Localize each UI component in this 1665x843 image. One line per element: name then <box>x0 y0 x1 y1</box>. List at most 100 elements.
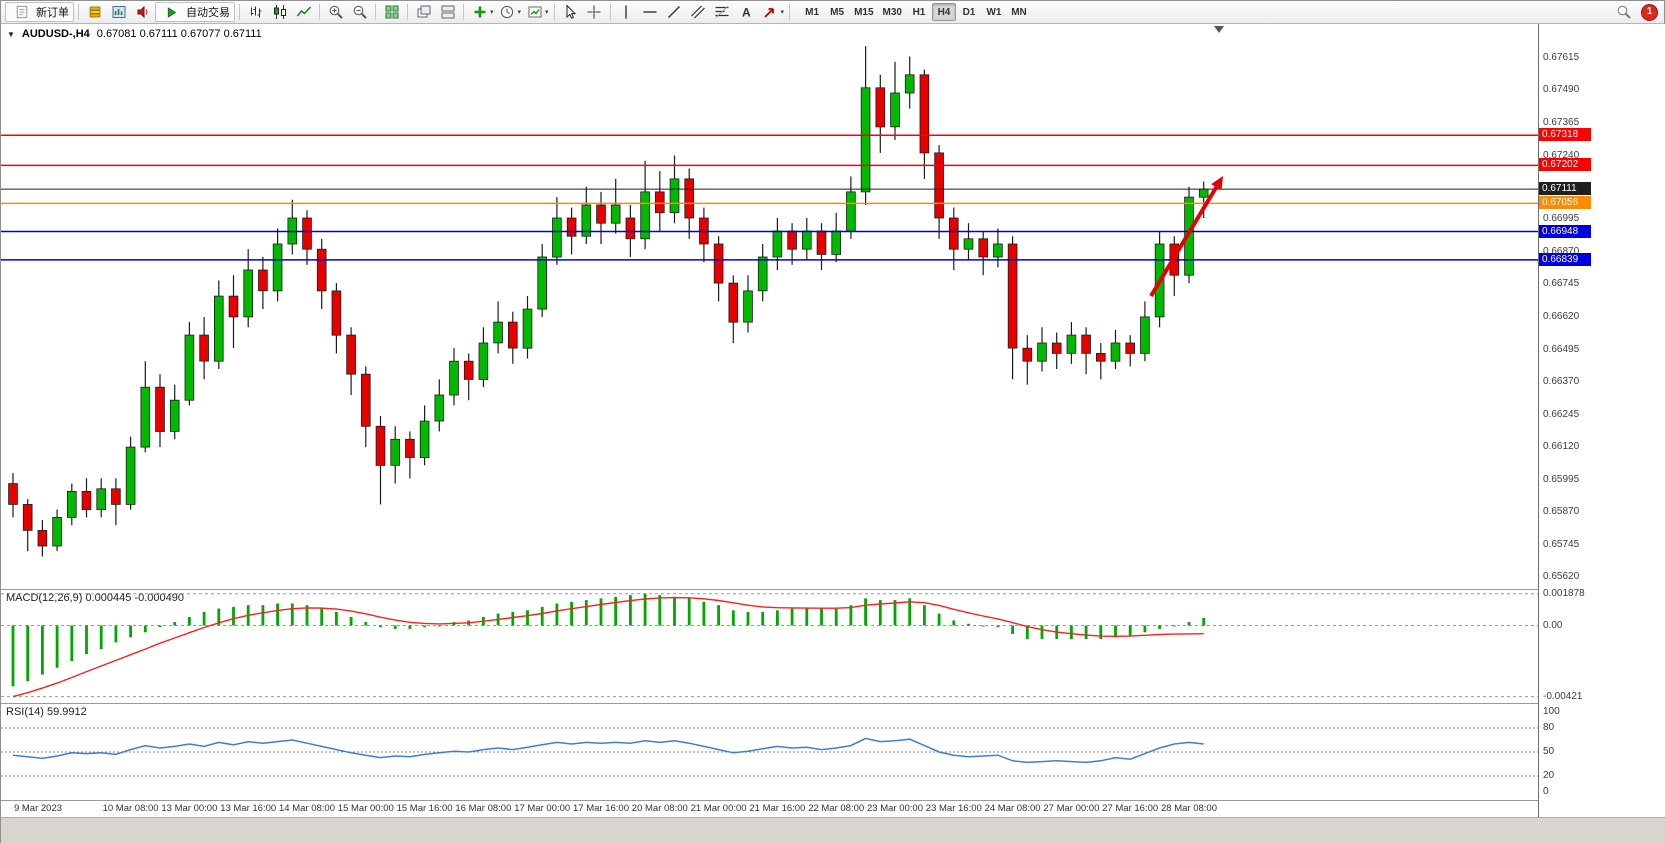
macd-histogram-bar <box>423 625 426 628</box>
macd-histogram-bar <box>290 603 294 626</box>
sound-alert-icon[interactable] <box>131 1 154 23</box>
cursor-icon[interactable] <box>559 1 582 23</box>
timeframe-m30-button[interactable]: M30 <box>879 3 906 21</box>
macd-histogram-bar <box>41 625 44 675</box>
timeframe-h4-button[interactable]: H4 <box>931 3 956 21</box>
zoom-in-icon[interactable] <box>324 1 347 23</box>
bearish-candle <box>787 230 797 250</box>
indicators-add-icon[interactable] <box>468 1 491 23</box>
macd-canvas[interactable] <box>1 590 1538 704</box>
macd-histogram-bar <box>849 605 853 626</box>
chart-window-icon[interactable] <box>107 1 130 23</box>
macd-label: MACD(12,26,9) 0.000445 -0.000490 <box>6 592 184 604</box>
time-axis-label: 15 Mar 16:00 <box>396 803 453 814</box>
time-axis-label: 14 Mar 08:00 <box>279 803 335 814</box>
time-axis-label: 23 Mar 00:00 <box>867 803 923 814</box>
macd-histogram-bar <box>202 612 206 626</box>
cascade-windows-icon[interactable] <box>412 1 435 23</box>
macd-histogram-bar <box>864 598 867 626</box>
macd-histogram-bar <box>1114 625 1117 638</box>
time-axis[interactable]: 9 Mar 2023 10 Mar 08:00 13 Mar 00:00 13 Mar… <box>1 801 1538 817</box>
period-clock-icon[interactable] <box>496 1 519 23</box>
timeframe-m1-button[interactable]: M1 <box>800 3 824 21</box>
bar-chart-mode-icon[interactable] <box>244 1 267 23</box>
timeframe-mn-button[interactable]: MN <box>1007 3 1031 21</box>
timeframe-h1-button[interactable]: H1 <box>907 3 931 21</box>
text-tool-icon[interactable]: A <box>735 1 758 23</box>
bearish-candle <box>713 243 724 284</box>
bullish-candle <box>434 394 445 422</box>
bearish-candle <box>199 334 209 362</box>
new-order-button[interactable]: 新订单 <box>5 2 74 22</box>
macd-histogram-bar <box>305 605 309 626</box>
macd-histogram-bar <box>717 605 720 626</box>
macd-signal-line <box>12 596 1204 698</box>
timeframe-d1-button[interactable]: D1 <box>957 3 981 21</box>
macd-histogram-bar <box>188 617 191 626</box>
time-axis-label: 13 Mar 16:00 <box>220 803 277 814</box>
bullish-candle <box>1110 342 1121 362</box>
ohlc-values: 0.67081 0.67111 0.67077 0.67111 <box>96 28 262 40</box>
indicators-caret-icon[interactable]: ▾ <box>490 9 494 16</box>
tile-horizontal-icon[interactable] <box>436 1 459 23</box>
autotrading-button[interactable]: 自动交易 <box>155 2 235 22</box>
crosshair-icon[interactable] <box>583 1 606 23</box>
timeframe-m5-button[interactable]: M5 <box>825 3 849 21</box>
price-chart-canvas[interactable] <box>1 24 1538 589</box>
macd-axis-label: -0.00421 <box>1543 690 1583 702</box>
period-caret-icon[interactable]: ▾ <box>517 9 522 16</box>
chart-window-area: ▼ AUDUSD-,H4 0.67081 0.67111 0.67077 0.6… <box>1 24 1665 843</box>
price-axis-label: 0.65870 <box>1543 506 1580 518</box>
macd-histogram-bar <box>1084 625 1088 639</box>
zoom-out-icon[interactable] <box>348 1 371 23</box>
bearish-candle <box>346 334 356 375</box>
search-icon[interactable] <box>1612 1 1635 23</box>
status-bar <box>1 817 1665 843</box>
price-scale[interactable]: 0.676150.674900.673650.672400.671150.669… <box>1538 24 1665 817</box>
autotrading-label: 自动交易 <box>186 7 230 19</box>
macd-axis-label: 0.001878 <box>1543 587 1585 599</box>
macd-histogram-bar <box>85 625 88 655</box>
macd-histogram-bar <box>878 600 882 626</box>
macd-histogram-bar <box>820 608 823 626</box>
candlestick-mode-icon[interactable] <box>268 1 291 23</box>
rsi-canvas[interactable] <box>1 704 1538 800</box>
vertical-line-tool-icon[interactable] <box>615 1 638 23</box>
tile-windows-icon[interactable] <box>380 1 403 23</box>
template-chart-icon[interactable] <box>523 1 546 23</box>
toolbar-separator <box>609 4 611 20</box>
horizontal-line-tool-icon[interactable] <box>639 1 662 23</box>
line-chart-mode-icon[interactable] <box>292 1 315 23</box>
time-axis-label: 16 Mar 08:00 <box>455 803 512 814</box>
arrows-tool-icon[interactable] <box>759 1 782 23</box>
bearish-candle <box>405 438 415 458</box>
fibonacci-tool-icon[interactable] <box>711 1 734 23</box>
trend-arrow[interactable] <box>1149 186 1219 298</box>
window-menu-icon[interactable]: ▼ <box>7 29 15 39</box>
coins-icon[interactable] <box>83 1 106 23</box>
macd-histogram-bar <box>731 610 735 626</box>
macd-histogram-bar <box>335 612 338 626</box>
time-axis-label: 21 Mar 00:00 <box>690 803 747 814</box>
channel-tool-icon[interactable] <box>687 1 710 23</box>
trendline-tool-icon[interactable] <box>663 1 686 23</box>
notification-badge[interactable]: 1 <box>1641 3 1658 21</box>
timeframe-w1-button[interactable]: W1 <box>982 3 1006 21</box>
bearish-candle <box>655 191 665 214</box>
arrows-caret-icon[interactable]: ▾ <box>780 9 785 16</box>
bullish-candle <box>743 290 753 323</box>
macd-histogram-bar <box>834 608 838 626</box>
toolbar-separator <box>789 4 791 20</box>
bullish-candle <box>610 204 621 224</box>
macd-histogram-bar <box>408 625 412 629</box>
price-axis-label: 0.66870 <box>1543 245 1580 257</box>
resistance-price-label: 0.67318 <box>1539 128 1591 142</box>
pane-separator[interactable] <box>1 589 1665 590</box>
bullish-candle <box>390 438 400 466</box>
macd-axis-label: 0.00 <box>1543 619 1563 631</box>
pane-separator[interactable] <box>1 703 1665 704</box>
template-caret-icon[interactable]: ▾ <box>545 9 549 16</box>
timeframe-m15-button[interactable]: M15 <box>850 3 877 21</box>
macd-histogram-bar <box>805 608 809 626</box>
bullish-candle <box>243 269 254 318</box>
